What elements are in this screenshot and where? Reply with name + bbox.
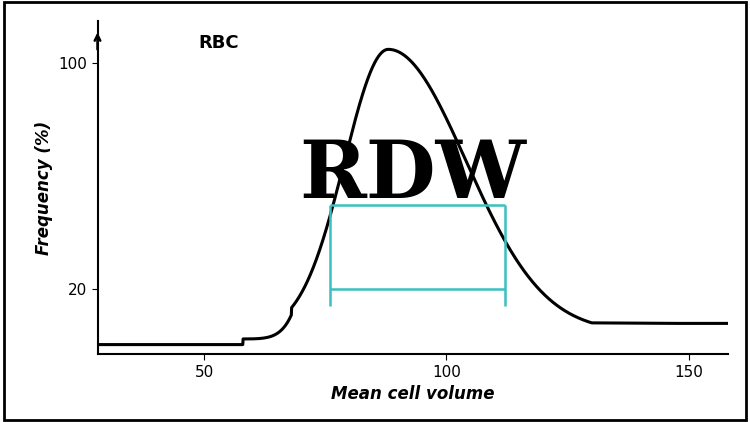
Y-axis label: Frequency (%): Frequency (%) — [34, 121, 53, 255]
Text: RDW: RDW — [299, 138, 526, 216]
X-axis label: Mean cell volume: Mean cell volume — [331, 385, 494, 403]
Text: RBC: RBC — [198, 35, 239, 52]
